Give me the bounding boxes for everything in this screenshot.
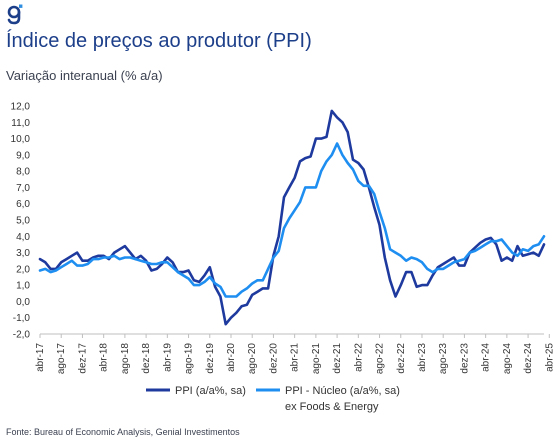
x-tick-label: abr-20 — [226, 343, 237, 372]
y-tick-label: 5,0 — [16, 216, 30, 227]
y-tick-label: 7,0 — [16, 183, 30, 194]
x-tick-label: dez-22 — [396, 343, 407, 374]
y-tick-label: 9,0 — [16, 150, 30, 161]
genial-g-logo-icon — [7, 4, 23, 25]
y-tick-label: 4,0 — [16, 232, 30, 243]
y-tick-label: -1,0 — [13, 313, 31, 324]
x-tick-label: dez-18 — [141, 343, 152, 374]
x-tick-label: abr-23 — [417, 343, 428, 372]
x-tick-label: dez-20 — [268, 343, 279, 374]
x-tick-label: dez-23 — [459, 343, 470, 374]
x-tick-label: ago-20 — [247, 343, 258, 375]
x-tick-label: ago-18 — [120, 343, 131, 375]
x-axis: abr-17 ago-17 dez-17 abr-18 ago-18 dez-18 abr-… — [35, 333, 555, 375]
x-tick-label: dez-21 — [332, 343, 343, 374]
x-tick-label: abr-21 — [290, 343, 301, 372]
legend-label: PPI - Núcleo (a/a%, sa) — [285, 385, 400, 397]
ppi-line-chart: -2,0 -1,0 0,0 1,0 2,0 3,0 4,0 5,0 6,0 7,0 8,0 9,0 10… — [11, 102, 556, 414]
x-tick-label: ago-23 — [438, 343, 449, 375]
x-tick-label: dez-19 — [205, 343, 216, 374]
y-axis: -2,0 -1,0 0,0 1,0 2,0 3,0 4,0 5,0 6,0 7,0 8,0 9,0 10… — [11, 102, 31, 341]
x-tick-label: ago-24 — [502, 343, 513, 375]
y-tick-label: 11,0 — [11, 118, 30, 129]
x-tick-label: abr-17 — [35, 343, 46, 372]
y-tick-label: 2,0 — [16, 264, 30, 275]
legend-label: PPI (a/a%, sa) — [175, 385, 246, 397]
x-tick-label: ago-17 — [56, 343, 67, 375]
y-tick-label: 6,0 — [16, 199, 30, 210]
y-tick-label: 10,0 — [11, 134, 31, 145]
y-tick-label: 1,0 — [16, 281, 30, 292]
x-tick-label: ago-19 — [184, 343, 195, 375]
chart-series — [38, 109, 546, 326]
y-tick-label: 8,0 — [16, 167, 30, 178]
y-tick-label: -2,0 — [13, 330, 31, 341]
chart-subtitle: Variação interanual (% a/a) — [6, 68, 163, 83]
chart-title: Índice de preços ao produtor (PPI) — [6, 30, 312, 52]
source-note: Fonte: Bureau of Economic Analysis, Geni… — [6, 427, 240, 437]
y-tick-label: 3,0 — [16, 248, 30, 259]
x-tick-label: abr-25 — [544, 343, 555, 372]
x-tick-label: abr-19 — [162, 343, 173, 372]
x-tick-label: dez-24 — [523, 343, 534, 374]
x-tick-label: ago-22 — [375, 343, 386, 375]
y-tick-label: 12,0 — [11, 102, 31, 113]
series-line-ppi — [38, 109, 546, 326]
series-line-core-ppi — [38, 142, 546, 298]
x-tick-label: abr-24 — [481, 343, 492, 372]
x-tick-label: dez-17 — [77, 343, 88, 374]
chart-legend: PPI (a/a%, sa) PPI - Núcleo (a/a%, sa) ex … — [146, 385, 400, 413]
legend-label-line2: ex Foods & Energy — [285, 401, 379, 413]
y-tick-label: 0,0 — [16, 297, 30, 308]
x-tick-label: ago-21 — [311, 343, 322, 375]
x-tick-label: abr-22 — [353, 343, 364, 372]
x-tick-label: abr-18 — [99, 343, 110, 372]
